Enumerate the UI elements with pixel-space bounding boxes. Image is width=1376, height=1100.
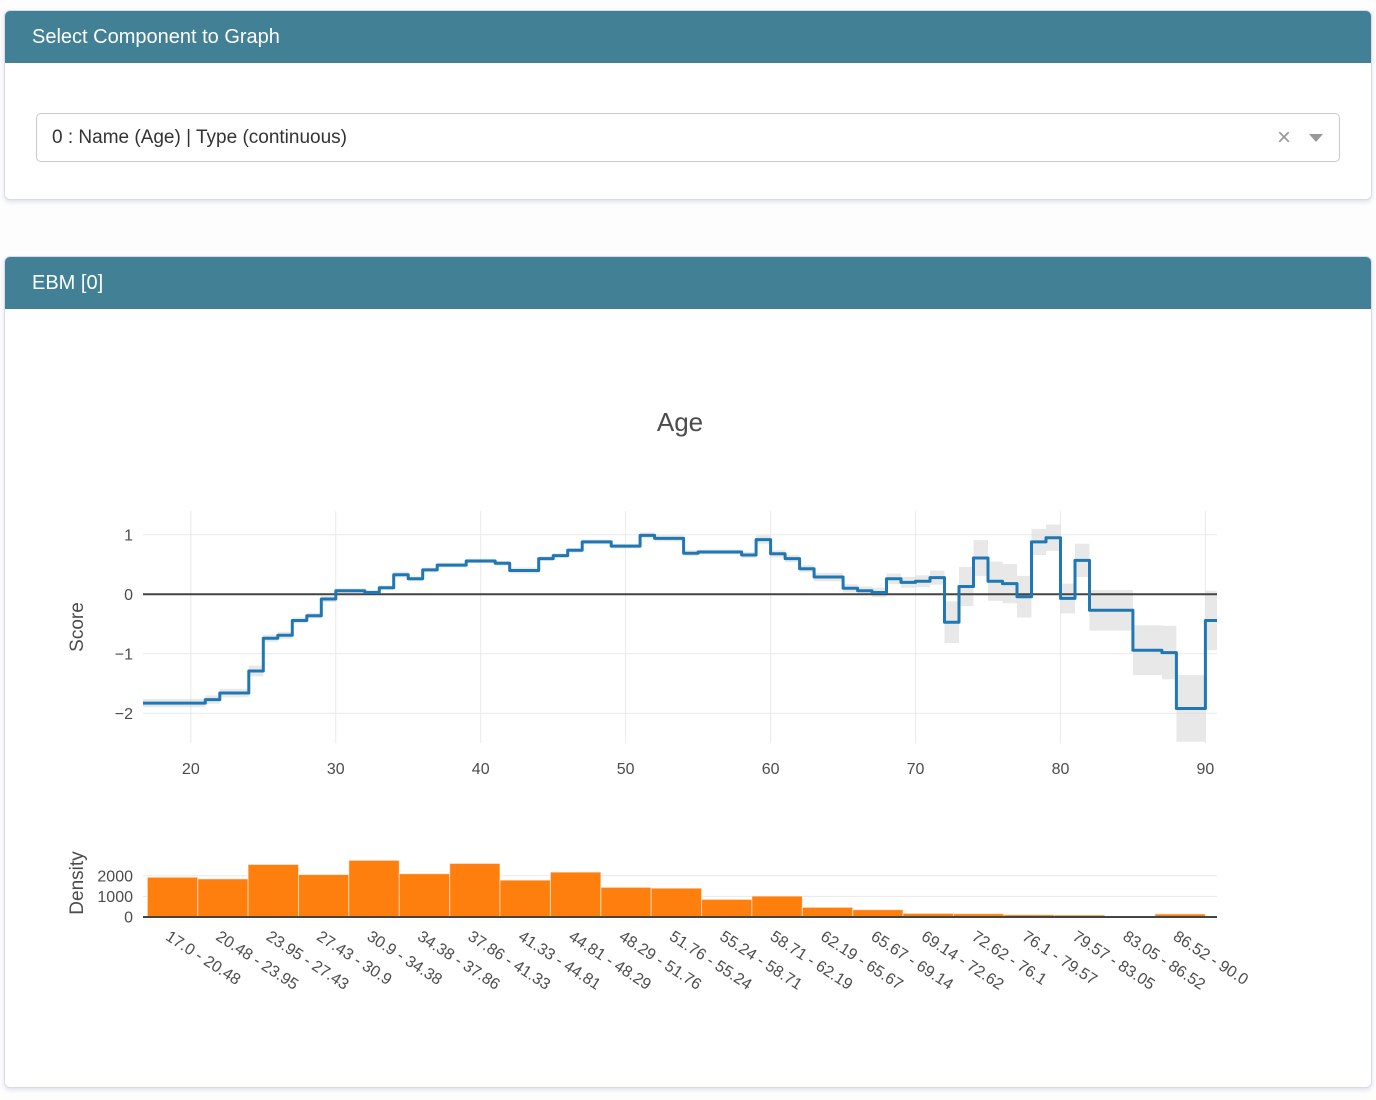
- ebm-panel: EBM [0] Age 20 30 40 50 60 70 80 90 1 0 −1 −2 Score 0 1…: [4, 256, 1372, 1088]
- chevron-down-icon[interactable]: [1309, 133, 1323, 142]
- svg-text:Density: Density: [67, 851, 88, 915]
- svg-text:20: 20: [182, 761, 200, 778]
- svg-text:−2: −2: [115, 706, 133, 723]
- ebm-panel-header: EBM [0]: [5, 257, 1371, 309]
- svg-text:50: 50: [617, 761, 635, 778]
- svg-text:−1: −1: [115, 646, 133, 663]
- svg-text:2000: 2000: [97, 868, 133, 885]
- component-dropdown-value: 0 : Name (Age) | Type (continuous): [52, 126, 348, 148]
- ebm-panel-body: Age 20 30 40 50 60 70 80 90 1 0 −1 −2 Score 0 1000 2000 1…: [5, 309, 1371, 1087]
- dropdown-controls: ×: [1268, 123, 1323, 151]
- svg-text:30: 30: [327, 761, 345, 778]
- component-selector-header: Select Component to Graph: [5, 11, 1371, 63]
- svg-text:0: 0: [124, 587, 133, 604]
- svg-text:70: 70: [907, 761, 925, 778]
- svg-text:0: 0: [124, 910, 133, 927]
- svg-text:Age: Age: [657, 407, 703, 437]
- svg-text:40: 40: [472, 761, 490, 778]
- svg-text:1000: 1000: [97, 889, 133, 906]
- component-dropdown[interactable]: 0 : Name (Age) | Type (continuous) ×: [36, 113, 1340, 162]
- component-selector-panel: Select Component to Graph 0 : Name (Age)…: [4, 10, 1372, 200]
- svg-text:90: 90: [1197, 761, 1215, 778]
- component-selector-body: 0 : Name (Age) | Type (continuous) ×: [5, 63, 1371, 199]
- svg-text:60: 60: [762, 761, 780, 778]
- dropdown-clear-icon[interactable]: ×: [1276, 123, 1291, 151]
- svg-text:Score: Score: [67, 602, 88, 652]
- svg-text:1: 1: [124, 527, 133, 544]
- svg-text:80: 80: [1052, 761, 1070, 778]
